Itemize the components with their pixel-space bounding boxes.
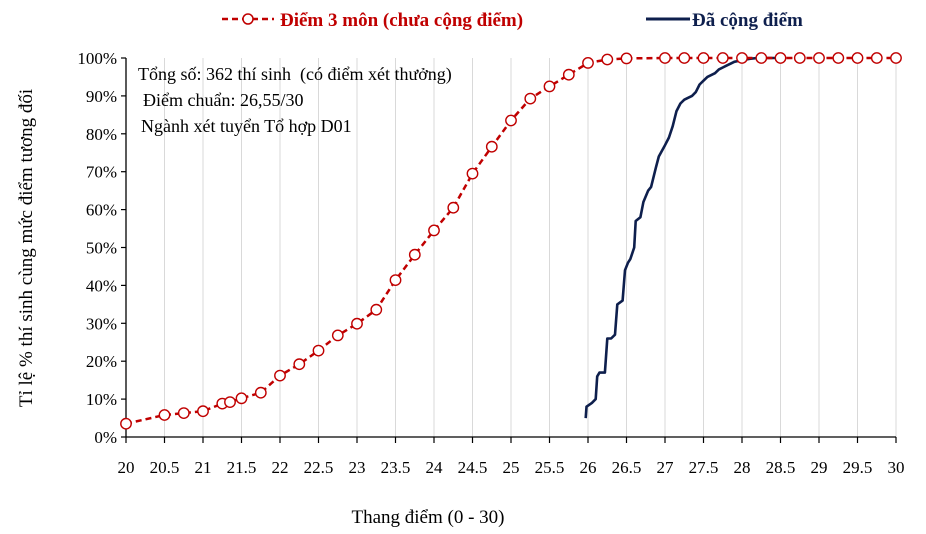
- data-point-diem-3-mon: [601, 53, 614, 66]
- data-point-diem-3-mon: [524, 92, 537, 105]
- annotation-line-1: Tổng số: 362 thí sinh (có điểm xét thưởn…: [138, 64, 452, 85]
- x-tick-label: 21: [195, 458, 212, 477]
- data-point-diem-3-mon: [774, 52, 787, 64]
- y-tick-label: 40%: [86, 276, 117, 295]
- legend-marker-series-1: [242, 13, 254, 25]
- data-point-diem-3-mon: [177, 407, 190, 419]
- data-point-diem-3-mon: [813, 52, 825, 64]
- data-point-diem-3-mon: [755, 52, 768, 64]
- x-tick-label: 28.5: [766, 458, 796, 477]
- y-tick-label: 20%: [86, 352, 117, 371]
- series-line-diem-3-mon: [125, 56, 896, 425]
- legend-item-series-2: Đã cộng điểm: [646, 10, 803, 31]
- x-tick-label: 27.5: [689, 458, 719, 477]
- annotation-line-2: Điểm chuẩn: 26,55/30: [143, 90, 303, 110]
- data-point-diem-3-mon: [678, 52, 691, 64]
- x-tick-label: 23: [349, 458, 366, 477]
- x-tick-label: 20: [118, 458, 135, 477]
- data-point-diem-3-mon: [736, 52, 748, 64]
- data-point-diem-3-mon: [158, 409, 171, 421]
- x-tick-label: 28: [734, 458, 751, 477]
- legend-item-series-1: Điểm 3 môn (chưa cộng điểm): [222, 10, 523, 31]
- legend-label-series-2: Đã cộng điểm: [692, 10, 803, 31]
- data-point-diem-3-mon: [485, 140, 498, 153]
- x-tick-label: 29: [811, 458, 828, 477]
- data-point-diem-3-mon: [890, 52, 902, 64]
- data-point-diem-3-mon: [832, 52, 845, 64]
- data-point-diem-3-mon: [235, 392, 248, 405]
- x-tick-label: 23.5: [381, 458, 411, 477]
- y-axis-tick-labels: 0% 10% 20% 30% 40% 50% 60% 70% 80% 90% 100%: [77, 49, 117, 447]
- data-point-diem-3-mon: [351, 317, 363, 330]
- data-point-diem-3-mon: [447, 201, 460, 214]
- data-point-diem-3-mon: [851, 52, 864, 64]
- x-tick-label: 21.5: [227, 458, 257, 477]
- data-point-diem-3-mon: [505, 114, 517, 127]
- y-tick-label: 70%: [86, 163, 117, 182]
- x-tick-label: 26.5: [612, 458, 642, 477]
- data-point-diem-3-mon: [224, 396, 236, 408]
- y-tick-label: 90%: [86, 87, 117, 106]
- x-tick-label: 30: [888, 458, 905, 477]
- data-point-diem-3-mon: [870, 52, 883, 64]
- data-point-diem-3-mon: [120, 417, 132, 430]
- data-point-diem-3-mon: [197, 405, 209, 418]
- y-tick-label: 0%: [94, 428, 117, 447]
- data-point-diem-3-mon: [312, 344, 325, 357]
- x-tick-label: 24: [426, 458, 444, 477]
- data-point-diem-3-mon: [428, 224, 440, 237]
- annotation-line-3: Ngành xét tuyển Tổ hợp D01: [141, 116, 352, 136]
- x-axis-title: Thang điểm (0 - 30): [351, 507, 504, 528]
- x-tick-label: 22: [272, 458, 289, 477]
- data-point-diem-3-mon: [293, 358, 306, 371]
- x-tick-label: 20.5: [150, 458, 180, 477]
- data-point-diem-3-mon: [793, 52, 806, 64]
- annotation-block: Tổng số: 362 thí sinh (có điểm xét thưởn…: [138, 64, 452, 136]
- data-point-diem-3-mon: [582, 57, 594, 69]
- x-tick-label: 24.5: [458, 458, 488, 477]
- y-tick-label: 100%: [77, 49, 117, 68]
- x-tick-label: 25.5: [535, 458, 565, 477]
- data-point-diem-3-mon: [331, 329, 344, 342]
- data-point-diem-3-mon: [370, 303, 383, 316]
- y-axis-title: Tỉ lệ % thí sinh cùng mức điểm tương đối: [16, 89, 37, 407]
- data-point-diem-3-mon: [659, 52, 671, 64]
- y-tick-label: 50%: [86, 239, 117, 258]
- axes: [121, 57, 897, 443]
- series-line-da-cong-diem: [584, 56, 781, 419]
- data-point-diem-3-mon: [389, 274, 402, 286]
- data-point-diem-3-mon: [697, 52, 710, 64]
- data-point-diem-3-mon: [274, 369, 286, 382]
- y-tick-label: 30%: [86, 314, 117, 333]
- x-tick-label: 26: [580, 458, 597, 477]
- data-point-diem-3-mon: [543, 80, 556, 93]
- legend-label-series-1: Điểm 3 môn (chưa cộng điểm): [280, 10, 523, 31]
- data-point-diem-3-mon: [466, 167, 479, 180]
- series-plot: [120, 52, 902, 430]
- data-point-diem-3-mon: [620, 52, 633, 65]
- gridlines: [164, 58, 897, 437]
- x-axis-tick-labels: 20 20.5 21 21.5 22 22.5 23 23.5 24 24.5 25 25.5 26 26…: [118, 458, 905, 477]
- data-point-diem-3-mon: [716, 52, 729, 64]
- data-point-diem-3-mon: [562, 68, 575, 81]
- x-tick-label: 25: [503, 458, 520, 477]
- legend: Điểm 3 môn (chưa cộng điểm) Đã cộng điểm: [222, 10, 803, 31]
- y-tick-label: 60%: [86, 201, 117, 220]
- data-point-diem-3-mon: [408, 248, 421, 261]
- y-tick-label: 80%: [86, 125, 117, 144]
- x-tick-label: 29.5: [843, 458, 873, 477]
- data-point-diem-3-mon: [254, 386, 267, 399]
- x-tick-label: 27: [657, 458, 675, 477]
- y-tick-label: 10%: [86, 390, 117, 409]
- x-tick-label: 22.5: [304, 458, 334, 477]
